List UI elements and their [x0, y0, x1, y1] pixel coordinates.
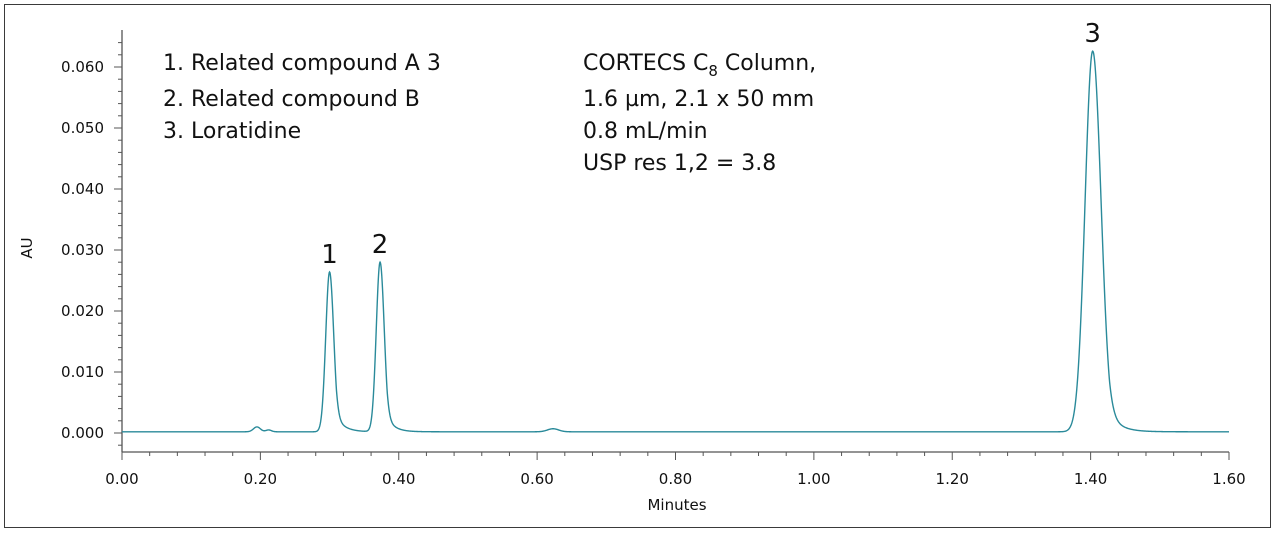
- x-tick-label: 0.60: [520, 470, 553, 488]
- chart-frame: [4, 4, 1271, 528]
- x-tick-label: 0.00: [105, 470, 138, 488]
- y-tick-label: 0.000: [61, 424, 104, 442]
- x-tick-label: 1.60: [1212, 470, 1245, 488]
- column-line: CORTECS C8 Column,: [583, 51, 816, 80]
- x-tick-label: 0.80: [659, 470, 692, 488]
- peak-label-2: 2: [372, 230, 389, 260]
- flow-rate: 0.8 mL/min: [583, 119, 708, 144]
- x-tick-label: 1.00: [797, 470, 830, 488]
- y-tick-label: 0.010: [61, 363, 104, 381]
- peak-label-3: 3: [1084, 19, 1101, 49]
- y-tick-label: 0.040: [61, 180, 104, 198]
- column-suffix: Column,: [718, 51, 816, 76]
- tick-marks: [114, 42, 1230, 460]
- y-tick-label: 0.030: [61, 241, 104, 259]
- peak-labels: 1 2 3: [321, 19, 1101, 270]
- x-tick-label: 0.20: [244, 470, 277, 488]
- x-tick-label: 1.20: [936, 470, 969, 488]
- legend-item-1: 1. Related compound A 3: [163, 51, 441, 76]
- x-tick-label: 0.40: [382, 470, 415, 488]
- tick-labels: 0.00 0.20 0.40 0.60 0.80 1.00 1.20 1.40 1.60 0.00…: [61, 58, 1246, 488]
- legend-item-3: 3. Loratidine: [163, 119, 301, 144]
- legend: 1. Related compound A 3 2. Related compo…: [163, 51, 441, 144]
- y-tick-label: 0.060: [61, 58, 104, 76]
- y-axis-title: AU: [18, 237, 36, 258]
- conditions-annotation: CORTECS C8 Column, 1.6 µm, 2.1 x 50 mm 0…: [583, 51, 816, 176]
- chromatogram-trace: [122, 50, 1229, 433]
- legend-item-2: 2. Related compound B: [163, 87, 420, 112]
- peak-label-1: 1: [321, 240, 338, 270]
- column-dimensions: 1.6 µm, 2.1 x 50 mm: [583, 87, 814, 112]
- y-tick-label: 0.050: [61, 119, 104, 137]
- x-tick-label: 1.40: [1074, 470, 1107, 488]
- y-tick-label: 0.020: [61, 302, 104, 320]
- usp-resolution: USP res 1,2 = 3.8: [583, 151, 776, 176]
- x-axis-title: Minutes: [647, 496, 706, 514]
- column-subscript: 8: [708, 62, 718, 80]
- column-prefix: CORTECS C: [583, 51, 708, 76]
